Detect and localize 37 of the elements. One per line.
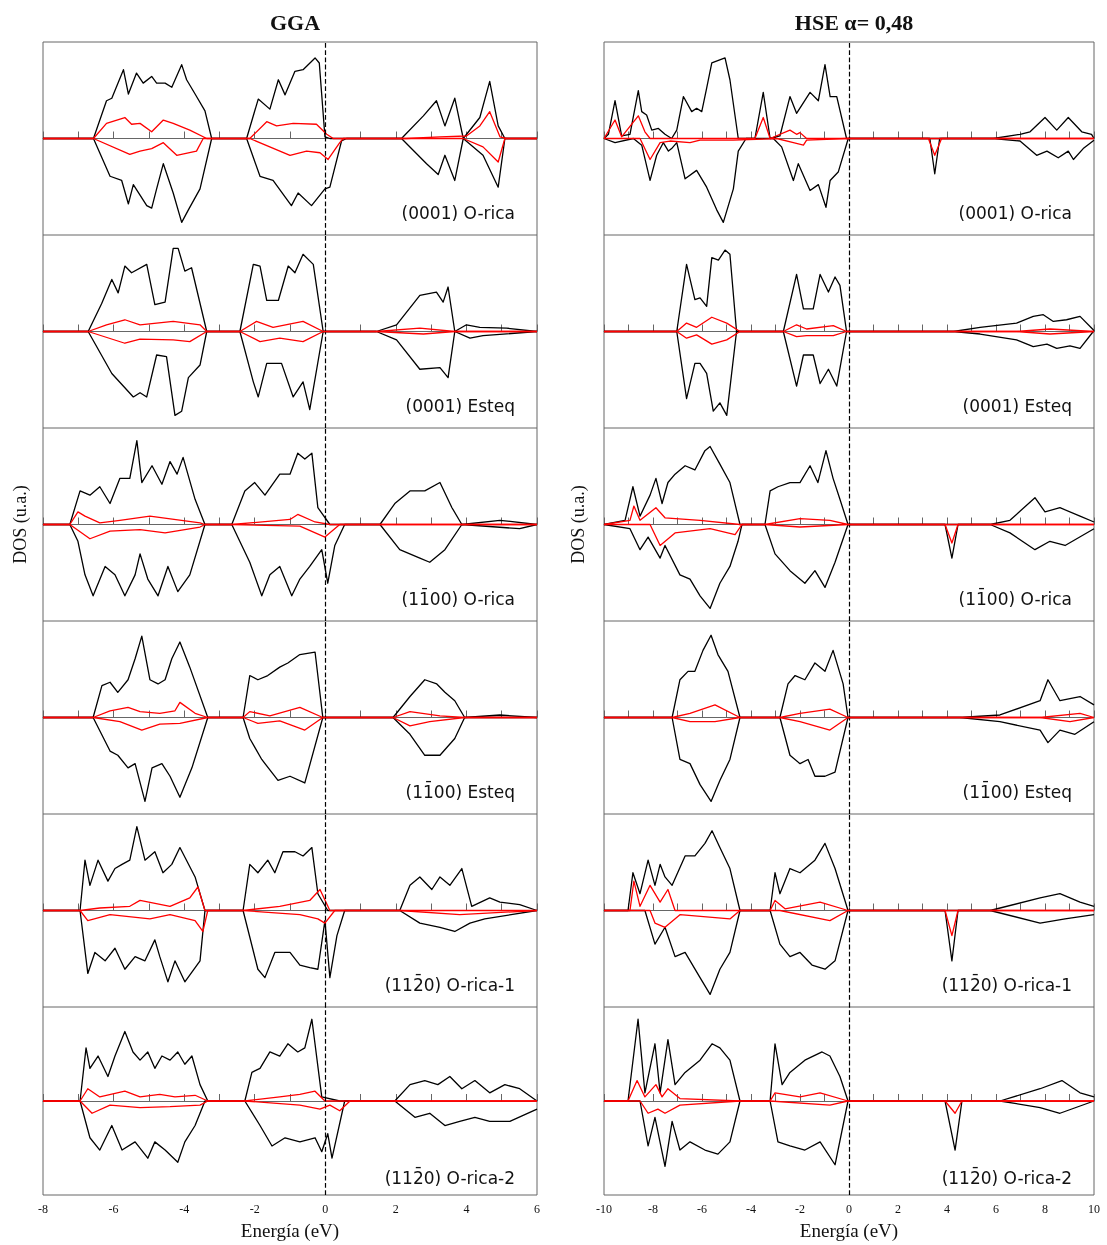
annotation: (0001) Esteq (405, 395, 516, 416)
text: (112̄0) O-rica-2 (384, 1166, 516, 1188)
x-tick-label: -2 (249, 1202, 260, 1216)
chart-title: GGA (269, 9, 321, 35)
x-tick-label: 8 (1042, 1202, 1048, 1216)
annotation: (11̄00) Esteq (962, 780, 1073, 802)
x-tick-label: 6 (993, 1202, 999, 1216)
x-tick-label: 10 (1088, 1202, 1100, 1216)
x-tick-label: 2 (392, 1202, 399, 1216)
x-tick-label: 4 (944, 1202, 950, 1216)
annotation: (0001) Esteq (962, 395, 1073, 416)
y-axis-title: DOS (u.a.) (10, 485, 31, 564)
x-tick-label: -2 (795, 1202, 805, 1216)
annotation: (0001) O-rica (401, 202, 516, 223)
annotation: (112̄0) O-rica-1 (941, 973, 1073, 995)
annotation: (11̄00) Esteq (405, 780, 516, 802)
y-axis-title: DOS (u.a.) (568, 485, 589, 564)
x-tick-label: -8 (38, 1202, 48, 1216)
x-tick-label: 0 (846, 1202, 852, 1216)
annotation: (0001) O-rica (958, 202, 1073, 223)
x-tick-label: 4 (463, 1202, 470, 1216)
annotation: (11̄00) O-rica (401, 587, 516, 609)
x-tick-label: -10 (596, 1202, 612, 1216)
x-tick-label: 2 (895, 1202, 901, 1216)
x-tick-label: 6 (534, 1202, 540, 1216)
x-tick-label: -6 (697, 1202, 707, 1216)
annotation: (112̄0) O-rica-1 (384, 973, 516, 995)
x-tick-label: -6 (108, 1202, 119, 1216)
x-tick-label: -4 (179, 1202, 190, 1216)
x-tick-label: -8 (648, 1202, 658, 1216)
chart-title: HSE α= 0,48 (794, 9, 914, 35)
x-axis-title: Energía (eV) (240, 1220, 340, 1242)
text: (112̄0) O-rica-2 (941, 1166, 1073, 1188)
x-tick-label: 0 (322, 1202, 329, 1216)
x-tick-label: -4 (746, 1202, 756, 1216)
x-axis-title: Energía (eV) (799, 1220, 899, 1242)
annotation: (11̄00) O-rica (958, 587, 1073, 609)
